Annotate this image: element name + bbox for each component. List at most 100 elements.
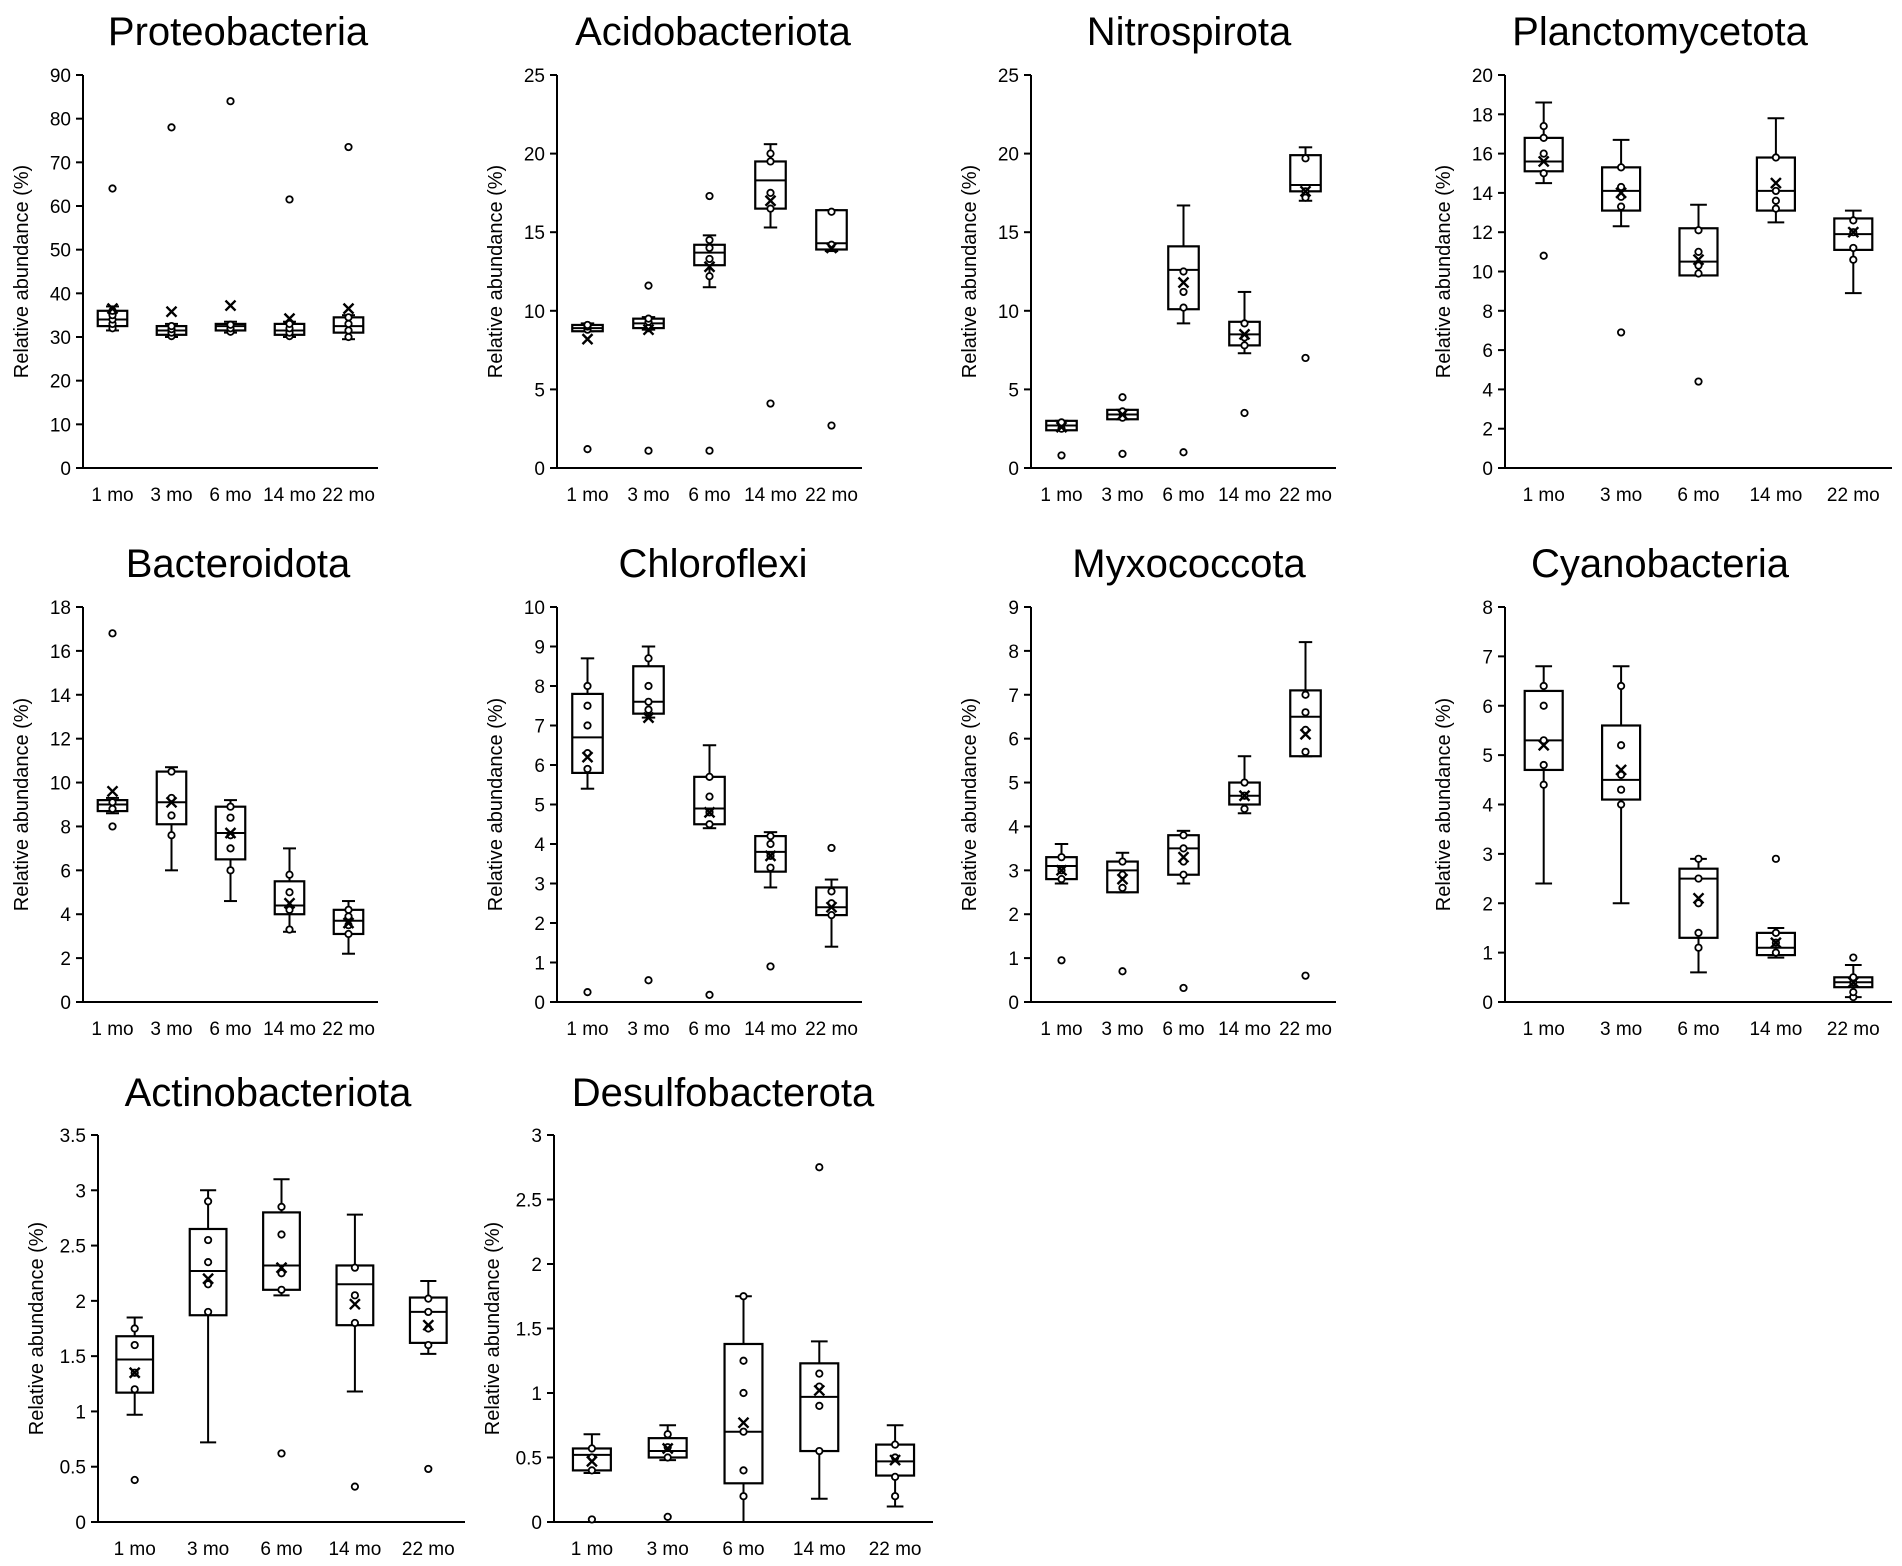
outlier-point [424,1464,433,1474]
mean-marker [1055,421,1068,433]
data-point [1849,973,1858,982]
y-tick-label: 4 [1008,817,1019,838]
mean-marker [165,796,178,809]
x-tick-label: 22 mo [322,1019,375,1040]
mean-marker [1177,851,1190,864]
x-tick-label: 6 mo [209,485,251,506]
y-tick-label: 12 [1472,223,1493,244]
x-tick-label: 1 mo [1523,1019,1565,1040]
x-tick-label: 22 mo [1279,485,1332,506]
y-tick-label: 6 [60,861,71,882]
x-tick-label: 22 mo [869,1539,922,1560]
data-point [226,844,235,853]
y-tick-label: 50 [50,241,71,262]
mean-marker [202,1272,214,1285]
data-point [1179,844,1188,853]
y-tick-label: 2 [1008,905,1019,926]
x-tick-label: 22 mo [805,485,858,506]
mean-marker [813,1384,826,1397]
outlier-point [226,97,235,106]
data-point [1849,216,1858,225]
data-point [1617,785,1626,794]
mean-marker [703,806,716,819]
mean-marker [224,299,237,312]
x-tick-label: 1 mo [91,485,133,506]
data-point [705,254,714,264]
panel-title: Proteobacteria [108,10,369,54]
y-tick-label: 25 [998,66,1019,87]
outlier-point [344,142,353,152]
x-tick-label: 22 mo [1827,485,1880,506]
data-point [1301,690,1310,699]
outlier-point [277,1449,286,1458]
data-point [827,207,836,216]
y-tick-label: 6 [1482,341,1493,362]
x-tick-label: 1 mo [566,1019,608,1040]
data-point [739,1292,748,1301]
y-tick-label: 14 [50,686,72,707]
data-point [1771,204,1781,213]
data-point [1539,681,1548,691]
data-point [204,1197,213,1206]
data-point [739,1466,748,1475]
y-tick-label: 5 [534,380,545,401]
panel-acidobacteriota: Acidobacteriota 0 5 10 15 20 25 Relative abunda… [485,10,862,506]
mean-marker [1238,328,1251,341]
data-point [1617,681,1626,691]
outlier-point [827,421,836,430]
box-6-mo [214,97,247,336]
box-22-mo [1289,146,1322,363]
y-tick-label: 10 [524,598,545,619]
outlier-point [108,822,117,831]
data-point [587,1444,597,1453]
y-axis-label: Relative abundance (%) [1433,165,1455,378]
data-point [344,326,353,335]
data-point [277,1285,286,1294]
data-point [890,1472,900,1481]
x-tick-label: 3 mo [647,1539,689,1560]
box-iqr [723,1342,764,1485]
y-tick-label: 16 [1472,145,1493,166]
y-axis-label: Relative abundance (%) [959,165,981,378]
outlier-point [1849,953,1858,962]
box-22-mo [1289,641,1322,980]
y-tick-label: 30 [50,328,71,349]
data-point [587,1466,597,1475]
data-point [739,1356,748,1365]
mean-marker [825,242,838,254]
box-14-mo [273,195,306,341]
box-3-mo [188,1189,228,1444]
data-point [1118,857,1127,866]
data-point [1539,121,1548,131]
outlier-point [644,281,653,290]
data-point [583,701,592,710]
outlier-point [705,191,714,201]
data-point [226,813,235,822]
x-tick-label: 1 mo [1040,1019,1082,1040]
data-point [226,320,235,329]
y-tick-label: 0 [534,459,545,480]
data-point [1849,255,1858,264]
data-point [1179,287,1188,297]
data-point [1617,741,1626,750]
box-22-mo [815,207,848,430]
box-6-mo [214,799,247,903]
y-tick-label: 18 [1472,105,1493,126]
box-6-mo [1678,203,1719,386]
mean-marker [1238,789,1251,802]
panel-title: Planctomycetota [1512,10,1808,54]
x-tick-label: 14 mo [744,1019,797,1040]
data-point [1694,269,1703,278]
x-tick-label: 6 mo [1162,1019,1204,1040]
box-14-mo [799,1163,840,1500]
data-point [344,905,353,914]
data-point [739,1388,748,1398]
y-tick-label: 20 [50,372,71,393]
box-3-mo [632,281,665,455]
mean-marker [128,1366,141,1379]
data-point [644,681,653,691]
y-tick-label: 0 [75,1513,86,1534]
outlier-point [1118,967,1127,976]
data-point [1694,928,1703,937]
data-point [1539,169,1548,178]
